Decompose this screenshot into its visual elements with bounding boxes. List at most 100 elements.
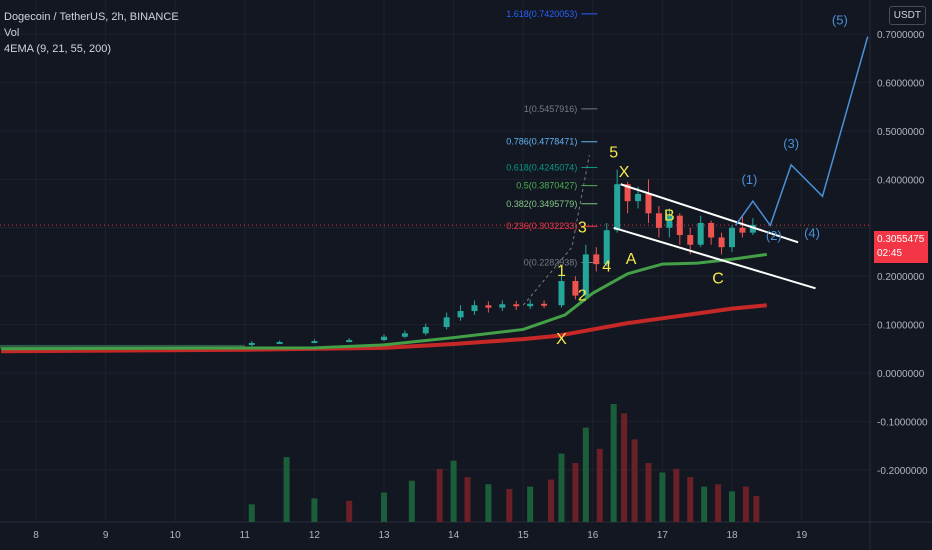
x-tick-label: 19 [796,530,808,541]
wave-label: X [556,331,567,348]
candle-body [655,213,662,228]
channel-lower-line [613,226,816,290]
candle-body [311,341,318,344]
x-tick-label: 8 [33,530,39,541]
candle-body [471,305,478,312]
wave-label: 2 [578,287,587,304]
candle-body [739,227,746,233]
x-tick-label: 9 [103,530,109,541]
candle-body [248,342,255,345]
volume-bar [673,468,680,522]
volume-bar [381,492,387,522]
currency-badge[interactable]: USDT [888,6,926,25]
last-price-value: 0.3055475 [877,234,925,245]
y-tick-label: -0.1000000 [877,417,928,428]
volume-bar [527,486,534,522]
y-tick-label: 0.7000000 [877,30,925,41]
wave-label: A [626,251,637,268]
last-price-tag: 0.3055475 02:45 [874,231,928,263]
symbol-title: Dogecoin / TetherUS, 2h, BINANCE [4,11,179,23]
candle-body [401,333,408,337]
volume-bar [283,457,290,522]
projection-wave-label: (2) [766,228,782,243]
volume-bar [596,448,603,522]
candle-body [527,303,534,307]
volume-bar [248,504,255,522]
candle-body [718,237,725,248]
wave-label: C [712,270,724,287]
volume-bar [729,491,735,522]
fib-level-label: 0.5(0.3870427) [516,181,577,191]
ema-55-line [1,252,768,351]
candle-body [614,184,621,231]
y-tick-label: -0.2000000 [877,466,928,477]
candle-body [499,304,506,308]
candle-body [749,224,756,233]
fib-level-label: 0.236(0.3032233) [506,221,577,231]
volume-bar [548,479,555,522]
candle-body [346,340,353,343]
candle-body [676,215,683,236]
x-tick-label: 17 [657,530,669,541]
volume-bar [621,413,628,522]
y-tick-label: 0.2000000 [877,272,925,283]
wave-label: 4 [602,258,611,275]
candle-body [603,230,610,265]
x-tick-label: 15 [518,530,530,541]
volume-bar [645,463,652,522]
volume-bar [715,484,722,522]
x-tick-label: 18 [726,530,738,541]
ema-indicator-label[interactable]: 4EMA (9, 21, 55, 200) [4,43,112,55]
channel-upper-line [620,183,799,244]
candle-body [593,254,600,265]
candle-body [666,215,673,228]
volume-bar [631,439,638,522]
volume-bar [572,463,579,522]
candle-body [541,303,548,306]
x-tick-label: 10 [170,530,182,541]
volume-indicator-label[interactable]: Vol [4,27,20,39]
x-tick-label: 11 [240,530,251,541]
candle-body [708,222,715,238]
candle-body [558,281,565,306]
volume-bar [485,484,492,522]
candle-body [422,327,429,334]
candle-body [635,193,642,202]
candle-body [645,193,652,214]
candle-body [513,304,520,307]
candle-body [572,281,579,296]
fib-level-label: 0.382(0.3495779) [506,199,577,209]
x-tick-label: 16 [587,530,599,541]
candle-body [729,227,735,248]
volume-bar [311,498,318,522]
volume-bar [610,404,617,522]
wave-label: 5 [609,145,618,162]
y-tick-label: 0.1000000 [877,321,925,332]
fib-level-label: 0.786(0.4778471) [506,137,577,147]
bar-countdown: 02:45 [877,248,903,259]
volume-bar [742,486,749,522]
candle-body [457,311,464,318]
candle-body [697,222,704,245]
candle-body [276,342,283,345]
volume-bar [436,468,443,522]
volume-bar [346,500,353,522]
chart-legend: Dogecoin / TetherUS, 2h, BINANCE Vol 4EM… [4,9,179,57]
fib-level-label: 0(0.2282938) [524,258,578,268]
projection-wave-label: (4) [804,225,820,240]
volume-bar [408,480,415,522]
wave-label: 1 [557,263,566,280]
volume-bar [701,486,708,522]
y-tick-label: 0.4000000 [877,175,925,186]
x-tick-label: 13 [378,530,390,541]
wave-label: X [619,164,630,181]
wave-label: B [664,208,675,225]
volume-bar [450,460,457,522]
volume-bar [659,472,666,522]
fib-level-label: 1(0.5457916) [524,104,578,114]
volume-bar [687,477,694,522]
projection-wave-label: (3) [783,136,799,151]
candle-body [687,235,694,245]
